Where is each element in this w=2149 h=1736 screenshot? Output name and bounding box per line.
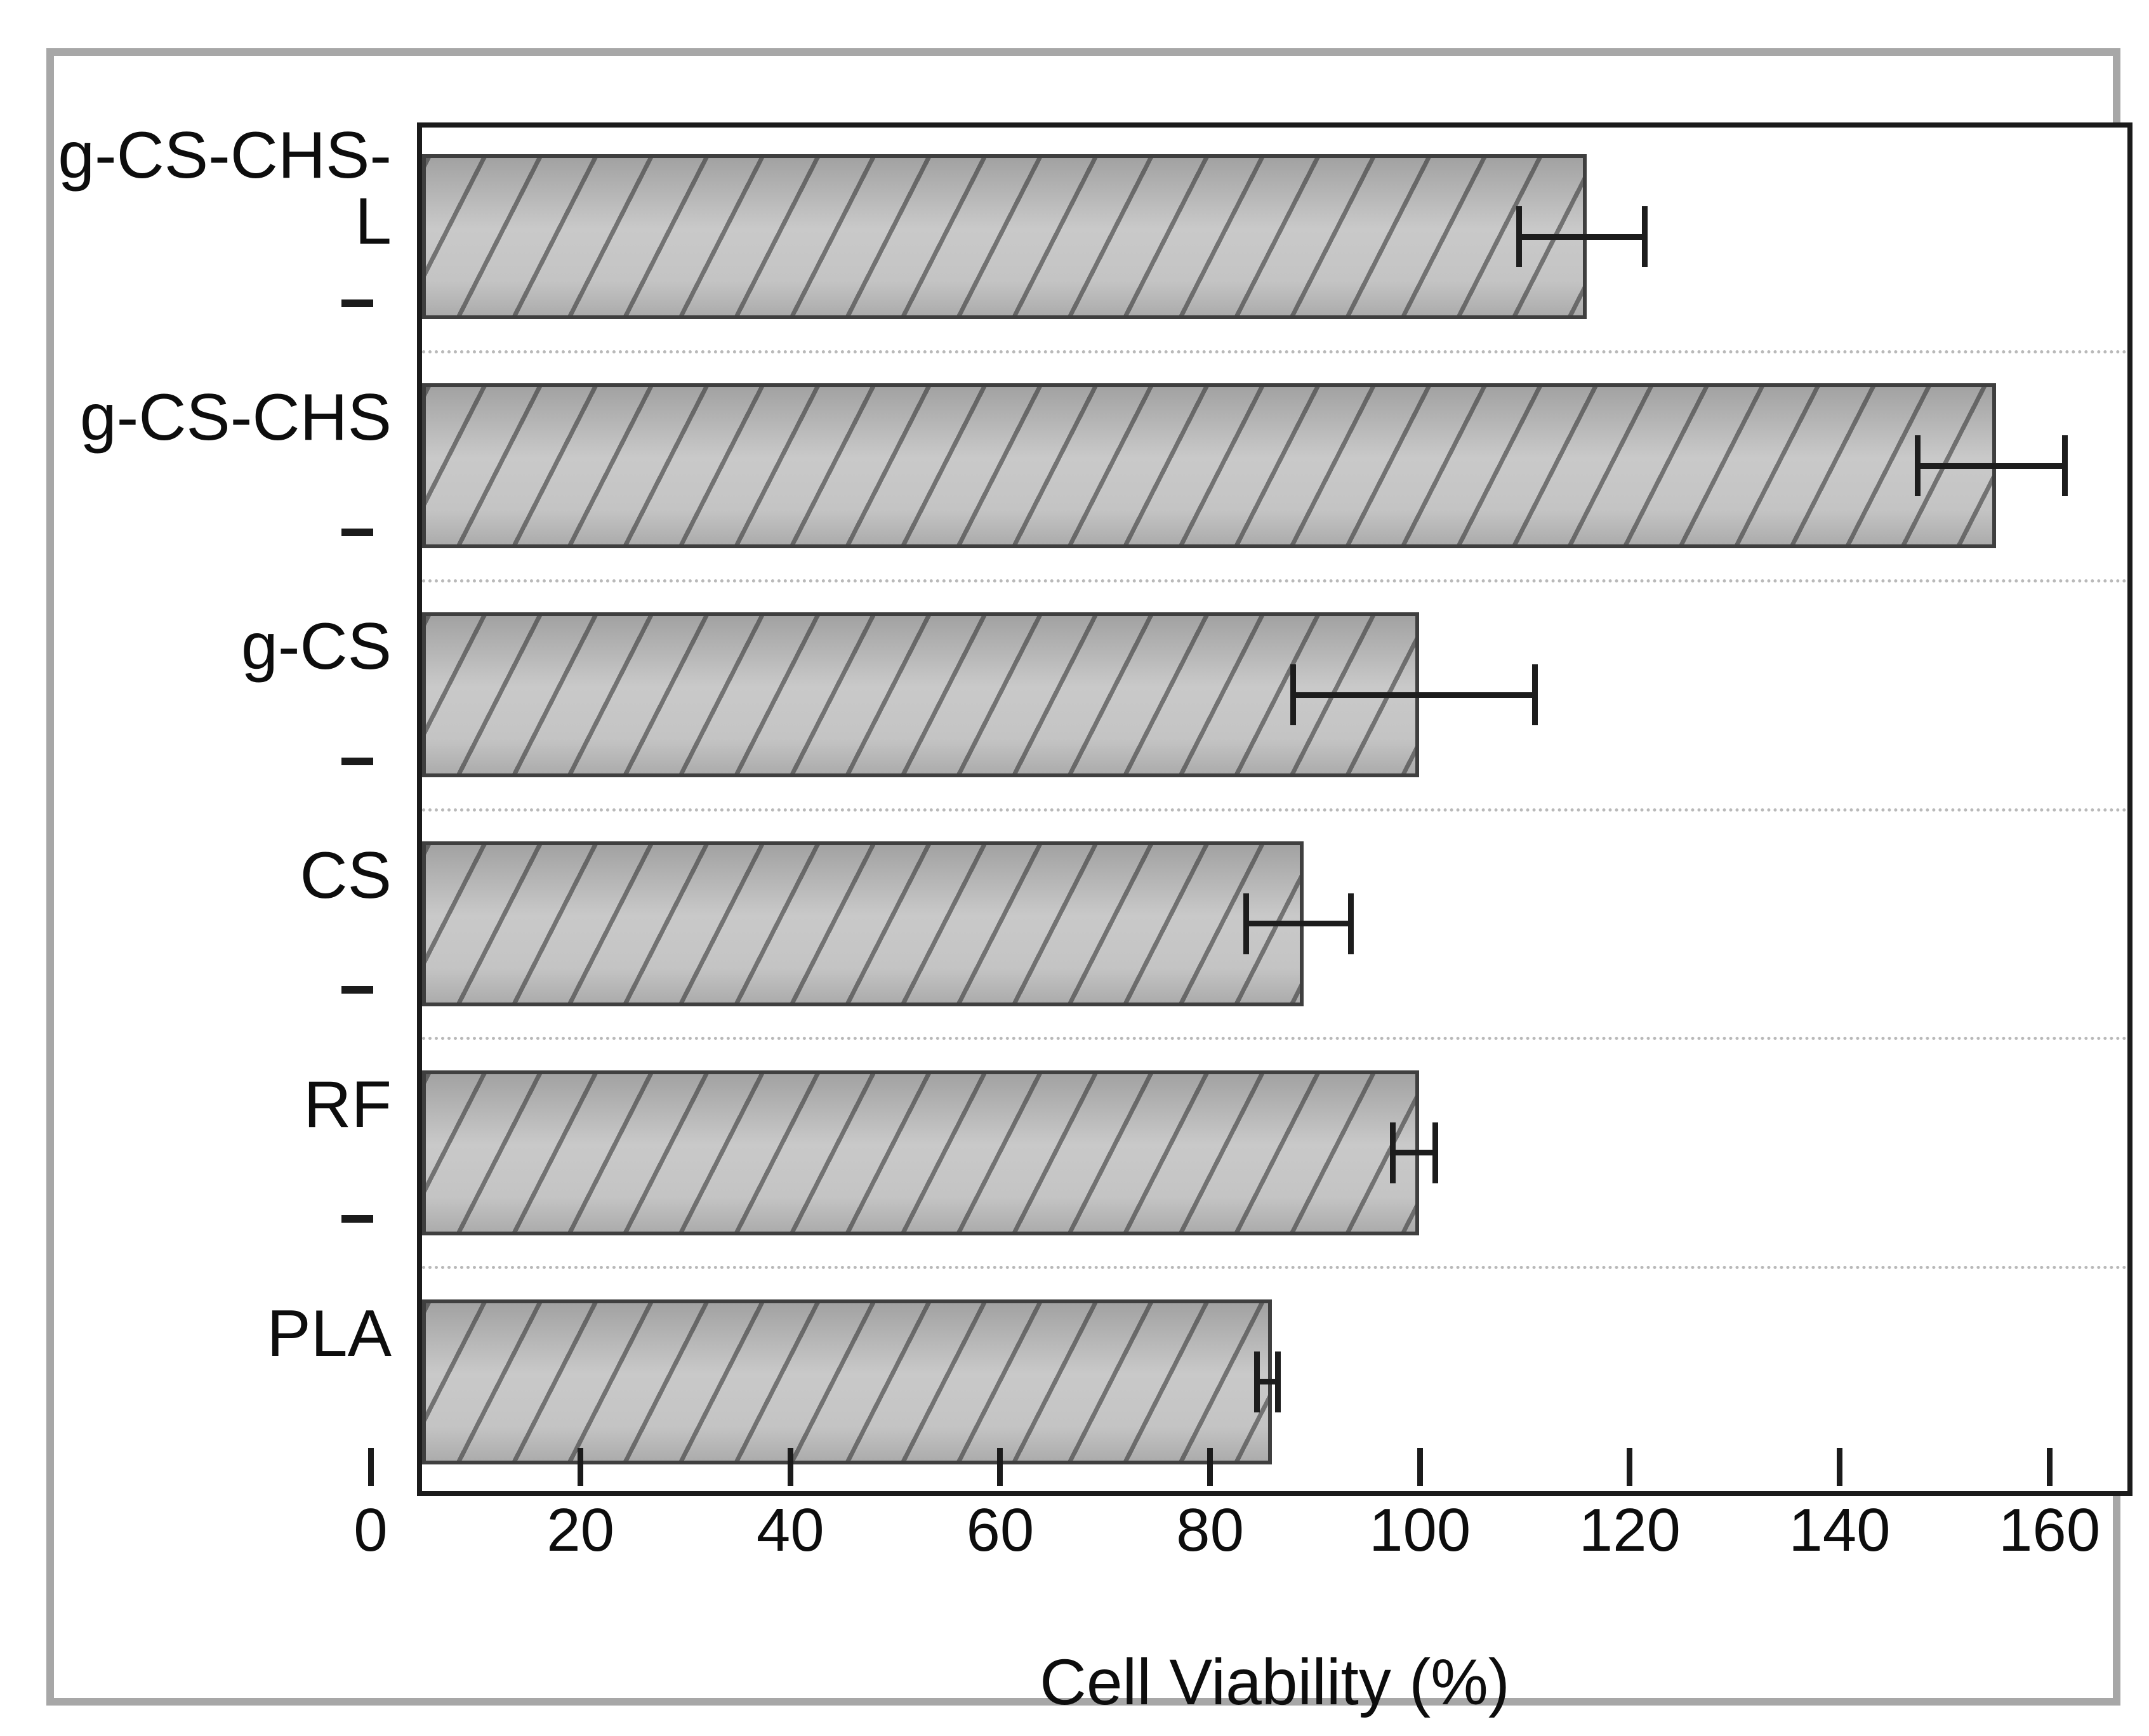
x-axis-title: Cell Viability (%) [1040,1646,1510,1718]
x-tick-label-120: 120 [1578,1496,1681,1564]
x-axis-tick-120 [1627,1448,1633,1486]
error-bar-RF [1392,1150,1435,1156]
x-axis-tick-60 [997,1448,1003,1486]
error-cap-left-g-CS-CHS-L [1516,206,1522,268]
y-axis-tick [341,299,373,307]
y-axis-tick [341,757,373,765]
category-separator [422,1266,2127,1270]
x-tick-label-160: 160 [1999,1496,2101,1564]
error-cap-right-g-CS [1531,664,1538,726]
error-cap-right-PLA [1274,1351,1281,1412]
error-cap-left-RF [1390,1122,1396,1183]
x-axis-tick-80 [1207,1448,1213,1486]
x-axis-tick-140 [1836,1448,1842,1486]
error-cap-left-g-CS-CHS [1915,435,1921,497]
category-separator [422,1037,2127,1041]
category-label-g-CS: g-CS [241,610,392,684]
y-axis-tick [341,528,373,536]
x-axis-tick-20 [578,1448,584,1486]
x-axis-tick-100 [1417,1448,1423,1486]
figure-outer-border: g-CS-CHS-L g-CS-CHS g-CS CS RF PLA 0 20 40 60 80 10… [46,48,2132,1717]
category-separator [422,350,2127,353]
error-bar-g-CS-CHS-L [1518,233,1645,240]
category-label-g-CS-CHS-L: g-CS-CHS-L [58,119,392,259]
x-axis-tick-160 [2046,1448,2053,1486]
error-bar-CS [1246,921,1351,927]
bar-g-CS [422,612,1419,778]
category-separator [422,579,2127,582]
y-axis-tick [341,986,373,994]
x-tick-label-40: 40 [756,1496,824,1564]
category-label-g-CS-CHS: g-CS-CHS [79,381,392,455]
category-label-RF: RF [303,1067,392,1141]
error-bar-PLA [1256,1379,1278,1385]
error-cap-left-CS [1243,893,1250,954]
x-axis-tick-0 [367,1448,374,1486]
error-cap-right-g-CS-CHS-L [1642,206,1648,268]
bar-g-CS-CHS-L [422,154,1587,320]
error-bar-g-CS [1293,692,1535,698]
error-bar-g-CS-CHS [1917,463,2065,469]
x-tick-label-0: 0 [354,1496,388,1564]
error-cap-left-PLA [1253,1351,1260,1412]
x-tick-label-100: 100 [1369,1496,1471,1564]
error-cap-right-RF [1432,1122,1438,1183]
category-label-CS: CS [300,838,392,912]
category-label-PLA: PLA [267,1296,392,1371]
error-cap-right-CS [1348,893,1354,954]
bar-g-CS-CHS [422,383,1996,549]
x-tick-label-80: 80 [1176,1496,1244,1564]
bar-PLA [422,1299,1272,1464]
y-axis-tick [341,1215,373,1223]
error-cap-left-g-CS [1290,664,1297,726]
plot-area [417,122,2132,1496]
x-axis-tick-40 [787,1448,793,1486]
bar-RF [422,1070,1419,1235]
x-tick-label-20: 20 [546,1496,615,1564]
category-separator [422,808,2127,812]
x-tick-label-60: 60 [966,1496,1035,1564]
x-tick-label-140: 140 [1789,1496,1891,1564]
bar-CS [422,841,1304,1006]
error-cap-right-g-CS-CHS [2061,435,2068,497]
